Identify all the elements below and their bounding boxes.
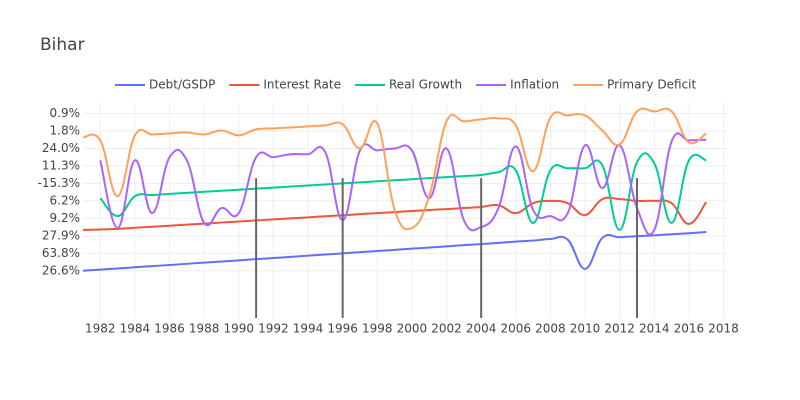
y-tick-label: 63.8% — [42, 246, 80, 260]
x-tick-label: 1992 — [258, 322, 289, 336]
x-tick-label: 1998 — [362, 322, 393, 336]
x-tick-label: 1982 — [85, 322, 116, 336]
y-tick-label: 6.2% — [50, 193, 81, 207]
series-line — [99, 152, 707, 231]
x-tick-label: 1988 — [189, 322, 220, 336]
x-tick-label: 2010 — [570, 322, 601, 336]
x-tick-label: 2014 — [639, 322, 670, 336]
y-tick-label: 11.3% — [42, 158, 80, 172]
x-tick-label: 2012 — [604, 322, 635, 336]
x-tick-label: 1994 — [293, 322, 324, 336]
x-tick-label: 2004 — [466, 322, 497, 336]
chart-title: Bihar — [40, 35, 85, 55]
x-tick-label: 2000 — [397, 322, 428, 336]
y-tick-label: 24.0% — [42, 141, 80, 155]
legend-label: Primary Deficit — [607, 78, 696, 92]
legend-label: Debt/GSDP — [149, 78, 215, 92]
legend-label: Real Growth — [389, 78, 462, 92]
x-tick-label: 2016 — [674, 322, 705, 336]
x-tick-label: 2018 — [708, 322, 739, 336]
series-line — [82, 107, 707, 231]
x-tick-label: 1990 — [224, 322, 255, 336]
series-line — [82, 231, 707, 272]
y-tick-label: 27.9% — [42, 228, 80, 242]
y-tick-label: 26.6% — [42, 263, 80, 277]
x-tick-label: 2006 — [501, 322, 532, 336]
y-tick-label: 0.9% — [50, 106, 81, 120]
series-line — [99, 132, 707, 236]
y-tick-label: 1.8% — [50, 123, 81, 137]
x-tick-label: 2002 — [431, 322, 462, 336]
legend-label: Interest Rate — [263, 78, 341, 92]
x-tick-label: 1984 — [120, 322, 151, 336]
x-tick-label: 1986 — [154, 322, 185, 336]
legend-label: Inflation — [510, 78, 559, 92]
x-tick-label: 2008 — [535, 322, 566, 336]
x-tick-label: 1996 — [327, 322, 358, 336]
y-tick-label: 9.2% — [50, 211, 81, 225]
y-tick-label: -15.3% — [38, 176, 80, 190]
